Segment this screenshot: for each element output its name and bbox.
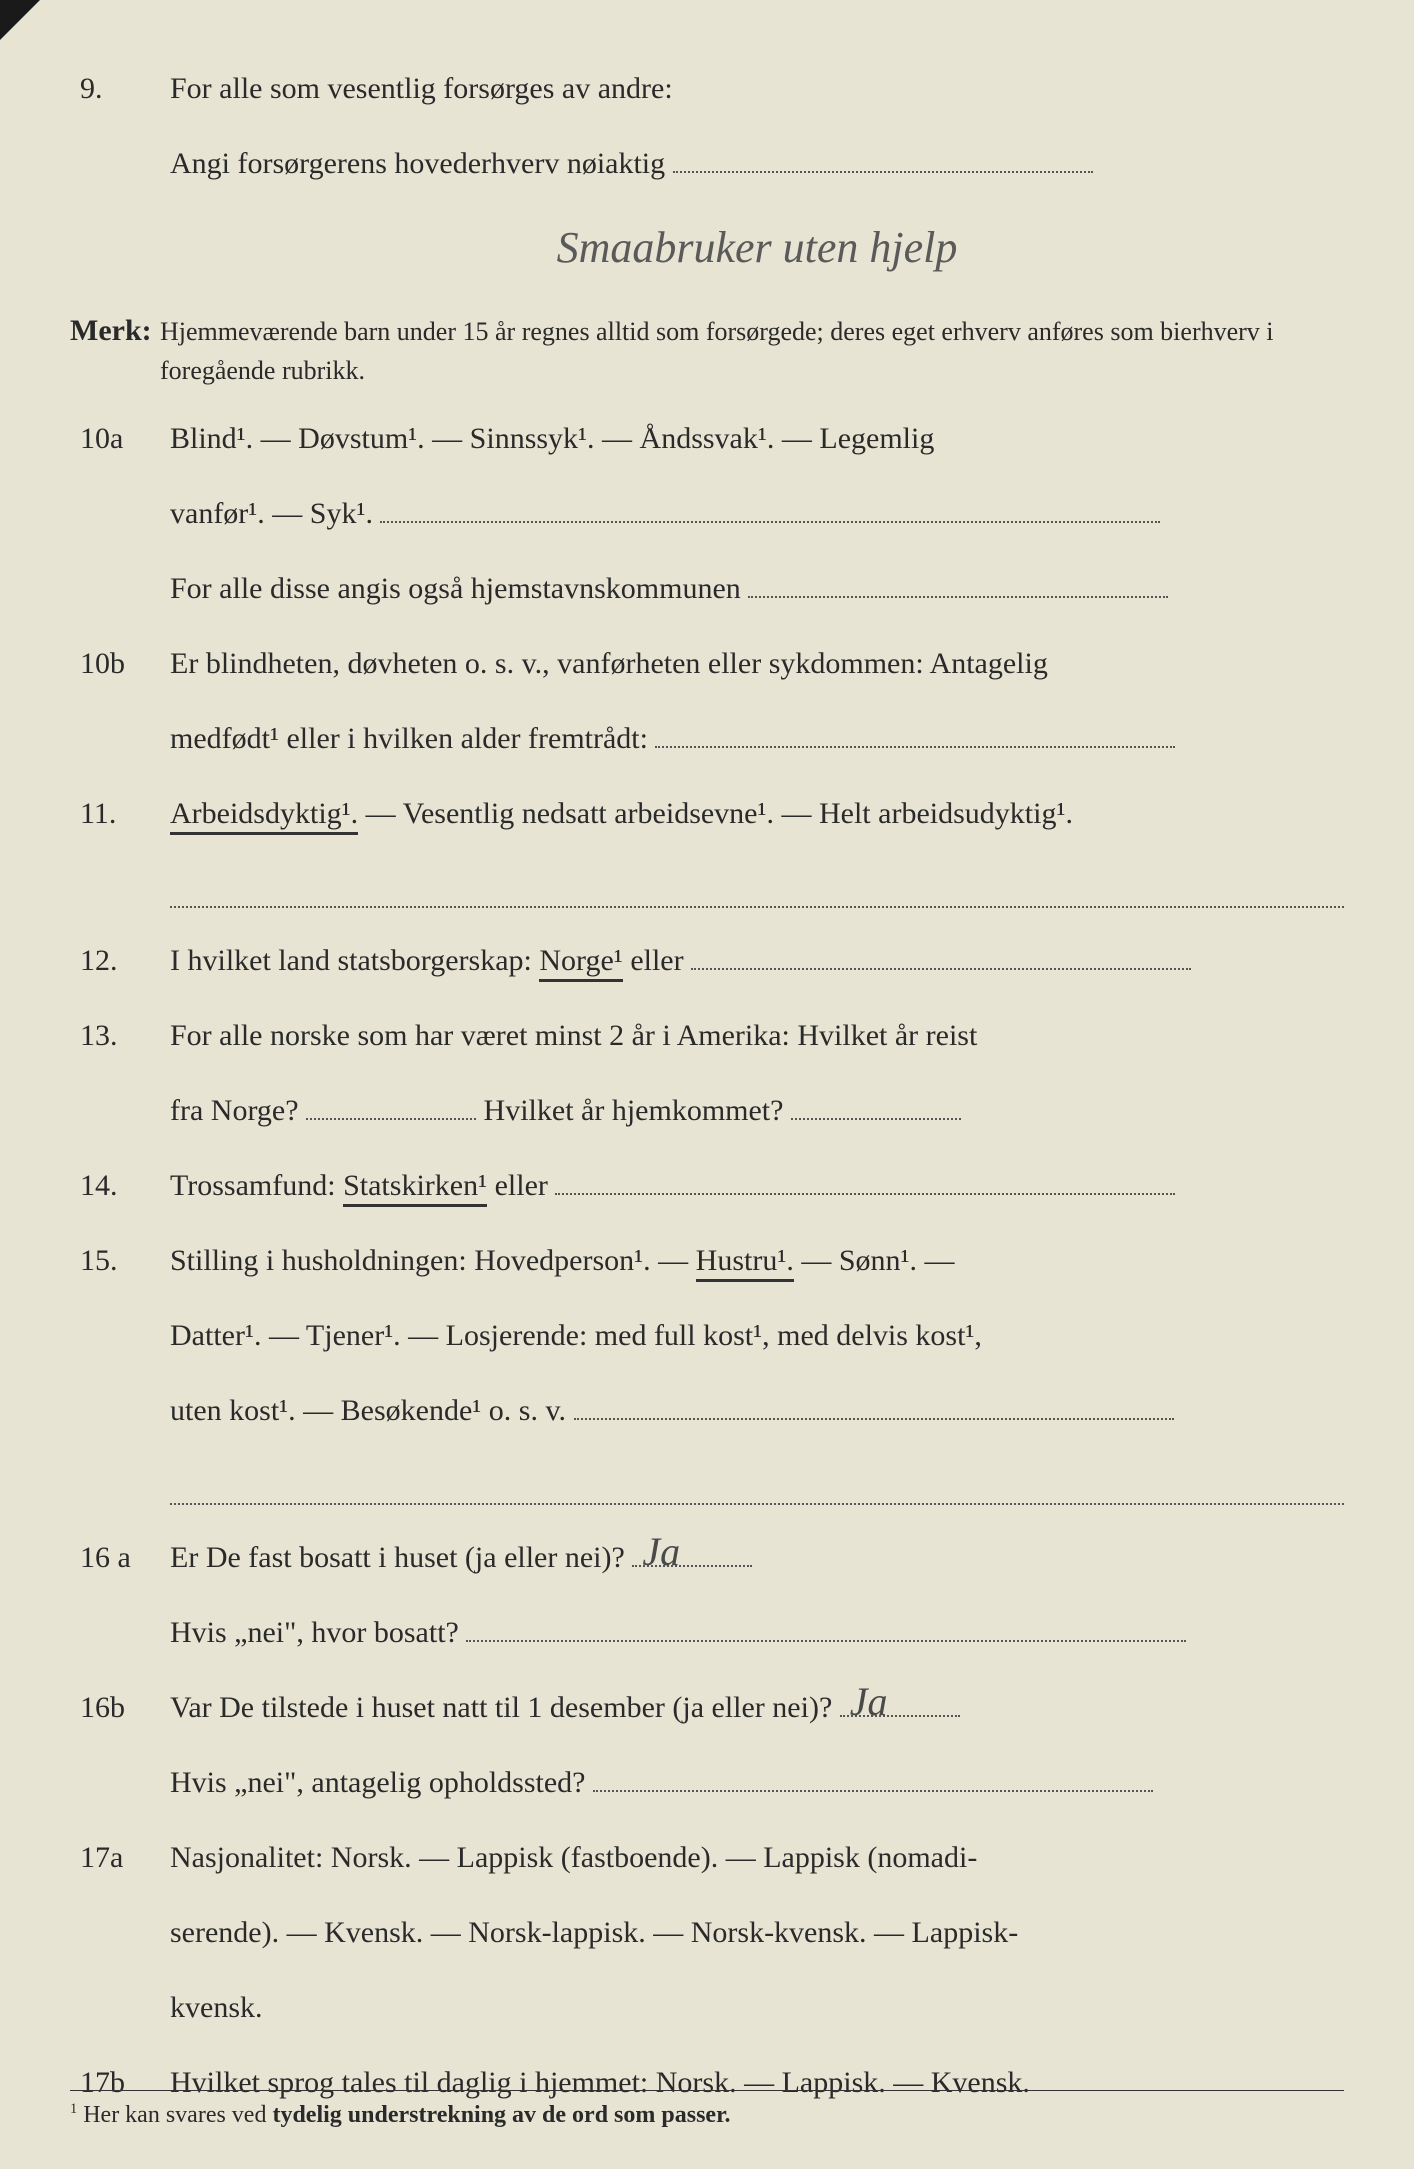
q15-line1b: — Sønn¹. — [794,1244,955,1277]
q12-blank[interactable] [691,935,1191,970]
q16a-line2: Hvis „nei", hvor bosatt? [170,1616,459,1649]
question-16a: 16 a Er De fast bosatt i huset (ja eller… [70,1529,1344,1661]
q13-line2b: Hvilket år hjemkommet? [484,1094,784,1127]
q13-number: 13. [70,1007,170,1064]
q13-line1: For alle norske som har været minst 2 år… [170,1007,1344,1064]
q16b-line2: Hvis „nei", antagelig opholdssted? [170,1766,586,1799]
q11-rest: — Vesentlig nedsatt arbeidsevne¹. — Helt… [358,797,1073,830]
census-form-page: 9. For alle som vesentlig forsørges av a… [0,0,1414,2169]
merk-text: Hjemmeværende barn under 15 år regnes al… [160,312,1344,390]
question-15: 15. Stilling i husholdningen: Hovedperso… [70,1232,1344,1505]
q15-blank2[interactable] [170,1467,1344,1505]
q15-line2: Datter¹. — Tjener¹. — Losjerende: med fu… [170,1307,1344,1364]
q12-pre: I hvilket land statsborgerskap: [170,944,539,977]
q17a-line2: serende). — Kvensk. — Norsk-lappisk. — N… [170,1904,1344,1961]
question-16b: 16b Var De tilstede i huset natt til 1 d… [70,1679,1344,1811]
question-13: 13. For alle norske som har været minst … [70,1007,1344,1139]
q9-line2: Angi forsørgerens hovederhverv nøiaktig [170,147,665,180]
question-10b: 10b Er blindheten, døvheten o. s. v., va… [70,635,1344,767]
q15-blank[interactable] [574,1385,1174,1420]
q17a-line1: Nasjonalitet: Norsk. — Lappisk (fastboen… [170,1829,1344,1886]
q12-number: 12. [70,932,170,989]
q16a-line1: Er De fast bosatt i huset (ja eller nei)… [170,1541,625,1574]
q16b-blank2[interactable] [593,1757,1153,1792]
q16a-answer-blank[interactable]: Ja [632,1532,752,1567]
question-10a: 10a Blind¹. — Døvstum¹. — Sinnssyk¹. — Å… [70,410,1344,617]
question-9: 9. For alle som vesentlig forsørges av a… [70,60,1344,284]
q10a-line2: vanfør¹. — Syk¹. [170,497,373,530]
footnote-bold: tydelig understrekning av de ord som pas… [272,2102,730,2128]
note-merk: Merk: Hjemmeværende barn under 15 år reg… [70,302,1344,390]
q12-underlined: Norge¹ [539,944,622,982]
footnote-sup: 1 [70,2101,77,2117]
q14-number: 14. [70,1157,170,1214]
question-14: 14. Trossamfund: Statskirken¹ eller [70,1157,1344,1214]
q10a-blank2[interactable] [748,563,1168,598]
q10a-line3: For alle disse angis også hjemstavnskomm… [170,572,741,605]
q12-post: eller [623,944,684,977]
q13-blank1[interactable] [306,1085,476,1120]
q11-underlined: Arbeidsdyktig¹. [170,797,358,835]
q14-pre: Trossamfund: [170,1169,343,1202]
q15-line1a: Stilling i husholdningen: Hovedperson¹. … [170,1244,696,1277]
q15-line3: uten kost¹. — Besøkende¹ o. s. v. [170,1394,566,1427]
q14-underlined: Statskirken¹ [343,1169,487,1207]
q10a-line1: Blind¹. — Døvstum¹. — Sinnssyk¹. — Åndss… [170,410,1344,467]
q16b-answer: Ja [850,1664,888,1740]
q13-line2a: fra Norge? [170,1094,299,1127]
q10b-line2: medfødt¹ eller i hvilken alder fremtrådt… [170,722,648,755]
q10a-blank1[interactable] [380,488,1160,523]
q17a-number: 17a [70,1829,170,1886]
q9-line1: For alle som vesentlig forsørges av andr… [170,60,1344,117]
q14-post: eller [487,1169,548,1202]
q16a-answer: Ja [642,1514,680,1590]
q9-blank[interactable] [673,138,1093,173]
q11-number: 11. [70,785,170,842]
q9-handwritten: Smaabruker uten hjelp [557,223,958,272]
q14-blank[interactable] [555,1160,1175,1195]
footnote: 1 Her kan svares ved tydelig understrekn… [70,2090,1344,2129]
q16a-number: 16 a [70,1529,170,1586]
question-12: 12. I hvilket land statsborgerskap: Norg… [70,932,1344,989]
merk-label: Merk: [70,302,160,359]
q11-blank[interactable] [170,870,1344,908]
q10b-line1: Er blindheten, døvheten o. s. v., vanfør… [170,635,1344,692]
q15-underlined: Hustru¹. [696,1244,794,1282]
q10a-number: 10a [70,410,170,467]
question-11: 11. Arbeidsdyktig¹. — Vesentlig nedsatt … [70,785,1344,908]
q15-number: 15. [70,1232,170,1289]
q16a-blank2[interactable] [466,1607,1186,1642]
q17a-line3: kvensk. [170,1979,1344,2036]
q16b-answer-blank[interactable]: Ja [840,1682,960,1717]
q10b-blank[interactable] [655,713,1175,748]
q16b-number: 16b [70,1679,170,1736]
question-17a: 17a Nasjonalitet: Norsk. — Lappisk (fast… [70,1829,1344,2036]
q10b-number: 10b [70,635,170,692]
q13-blank2[interactable] [791,1085,961,1120]
footnote-pre: Her kan svares ved [77,2102,272,2128]
q16b-line1: Var De tilstede i huset natt til 1 desem… [170,1691,832,1724]
q9-number: 9. [70,60,170,117]
